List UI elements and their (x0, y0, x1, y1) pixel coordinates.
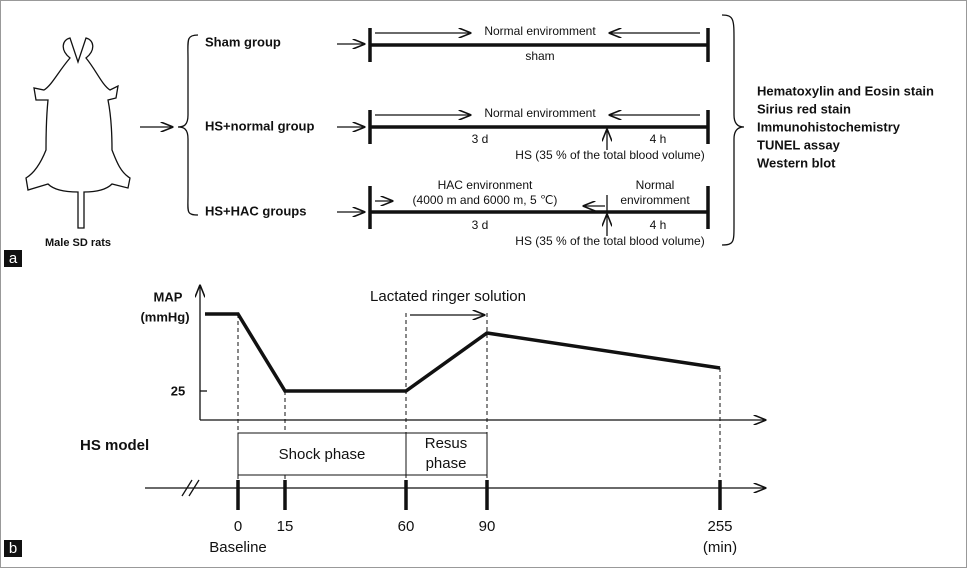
phase-label: Shock phase (279, 446, 366, 463)
phase-label: phase (426, 455, 467, 472)
time-label: 90 (479, 518, 496, 535)
env-label: Normal enviromment (484, 106, 596, 120)
y-tick-label: 25 (171, 383, 185, 398)
right-brace (722, 15, 744, 245)
assay-label: Sirius red stain (757, 101, 851, 116)
panel-label: a (9, 250, 18, 267)
time-label: 3 d (472, 218, 489, 232)
phase-label: Resus (425, 435, 468, 452)
unit-label: (min) (703, 539, 737, 556)
figure: Male SD rats a Sham group HS+normal grou… (0, 0, 967, 568)
time-label: 60 (398, 518, 415, 535)
env-label: HAC environment (438, 178, 533, 192)
time-label: 4 h (650, 132, 667, 146)
env-label: enviromment (620, 193, 690, 207)
env-label: (4000 m and 6000 m, 5 ℃) (413, 193, 558, 207)
y-label: (mmHg) (140, 309, 189, 324)
assay-label: Western blot (757, 155, 836, 170)
time-label: 255 (707, 518, 732, 535)
baseline-label: Baseline (209, 539, 267, 556)
panel-label: b (9, 540, 17, 557)
env-label: Normal enviromment (484, 24, 596, 38)
assay-label: TUNEL assay (757, 137, 841, 152)
event-label: HS (35 % of the total blood volume) (515, 234, 704, 248)
y-label: MAP (154, 289, 183, 304)
time-label: 15 (277, 518, 294, 535)
assay-label: Immunohistochemistry (757, 119, 901, 134)
time-label: 0 (234, 518, 242, 535)
infusion-label: Lactated ringer solution (370, 288, 526, 305)
group-label: HS+HAC groups (205, 203, 306, 218)
group-label: HS+normal group (205, 118, 314, 133)
group-label: Sham group (205, 34, 281, 49)
animal-label: Male SD rats (45, 237, 111, 249)
model-label: HS model (80, 437, 149, 454)
env-label: Normal (636, 178, 675, 192)
assay-list: Hematoxylin and Eosin stain Sirius red st… (757, 83, 934, 170)
time-label: 4 h (650, 218, 667, 232)
left-brace (178, 35, 198, 215)
sham-label: sham (525, 49, 554, 63)
rat-drawing (26, 38, 130, 228)
event-label: HS (35 % of the total blood volume) (515, 148, 704, 162)
assay-label: Hematoxylin and Eosin stain (757, 83, 934, 98)
map-curve (205, 314, 720, 391)
time-label: 3 d (472, 132, 489, 146)
